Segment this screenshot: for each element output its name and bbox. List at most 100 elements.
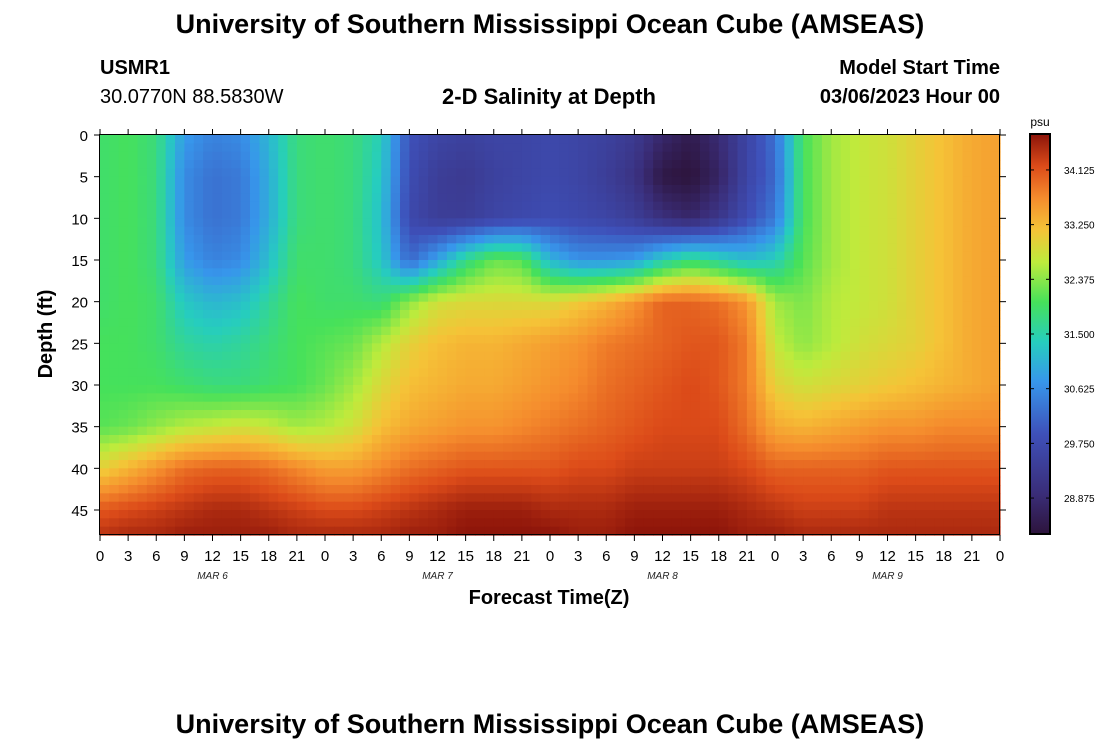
heatmap-cell [371,501,382,511]
heatmap-cell [812,185,823,194]
heatmap-cell [587,326,598,336]
heatmap-cell [428,426,439,436]
heatmap-cell [568,501,579,511]
heatmap-cell [775,418,785,428]
heatmap-cell [296,351,307,361]
heatmap-cell [231,343,242,353]
heatmap-cell [915,451,926,461]
heatmap-cell [475,310,485,319]
heatmap-cell [193,135,204,144]
heatmap-cell [259,168,270,178]
heatmap-cell [775,410,785,419]
heatmap-cell [765,435,776,444]
heatmap-cell [850,151,860,161]
heatmap-cell [906,301,917,311]
heatmap-cell [175,143,185,153]
heatmap-cell [240,310,251,319]
heatmap-cell [203,251,214,261]
heatmap-cell [756,410,767,419]
heatmap-cell [203,501,214,511]
heatmap-cell [971,276,982,286]
heatmap-cell [606,201,617,211]
heatmap-cell [456,293,467,303]
heatmap-cell [962,451,973,461]
heatmap-cell [184,301,195,311]
heatmap-cell [953,143,964,153]
heatmap-cell [128,435,139,444]
heatmap-cell [550,185,560,194]
heatmap-cell [709,251,720,261]
heatmap-cell [146,343,157,353]
heatmap-cell [118,226,129,236]
heatmap-cell [137,268,148,278]
heatmap-cell [840,485,851,494]
heatmap-cell [371,451,382,461]
heatmap-cell [428,135,439,144]
heatmap-cell [156,426,167,436]
heatmap-cell [953,268,964,278]
heatmap-cell [203,451,214,461]
heatmap-cell [531,435,542,444]
heatmap-cell [953,168,964,178]
heatmap-cell [681,393,692,403]
heatmap-cell [390,360,401,369]
heatmap-cell [409,385,420,394]
heatmap-cell [990,210,1001,219]
heatmap-cell [840,310,851,319]
heatmap-cell [493,426,504,436]
heatmap-cell [784,235,795,244]
heatmap-cell [193,418,204,428]
heatmap-cell [475,268,485,278]
heatmap-cell [915,168,926,178]
heatmap-cell [812,326,823,336]
heatmap-cell [381,310,392,319]
heatmap-cell [793,501,804,511]
heatmap-cell [915,476,926,486]
heatmap-cell [212,176,223,186]
heatmap-cell [203,185,214,194]
heatmap-cell [868,160,879,169]
heatmap-cell [831,526,842,536]
heatmap-cell [259,410,270,419]
heatmap-cell [456,251,467,261]
heatmap-cell [493,168,504,178]
heatmap-cell [418,301,429,311]
heatmap-cell [859,468,870,478]
heatmap-cell [418,368,429,378]
heatmap-cell [165,310,176,319]
heatmap-cell [925,501,935,511]
heatmap-cell [728,376,739,386]
heatmap-cell [446,326,457,336]
heatmap-cell [118,468,129,478]
heatmap-cell [325,135,335,144]
heatmap-cell [353,318,364,328]
heatmap-cell [493,376,504,386]
heatmap-cell [925,310,935,319]
heatmap-cell [278,485,289,494]
heatmap-cell [934,160,945,169]
heatmap-cell [662,485,673,494]
x-tick-label: 3 [799,548,807,565]
heatmap-cell [953,285,964,294]
heatmap-cell [587,151,598,161]
heatmap-cell [325,310,335,319]
heatmap-cell [840,285,851,294]
heatmap-cell [240,335,251,344]
heatmap-cell [737,343,748,353]
heatmap-cell [606,310,617,319]
heatmap-cell [118,218,129,228]
heatmap-cell [615,243,626,253]
heatmap-cell [653,335,664,344]
heatmap-cell [240,326,251,336]
heatmap-cell [465,526,476,536]
heatmap-cell [859,235,870,244]
heatmap-cell [596,193,607,203]
heatmap-cell [915,368,926,378]
heatmap-cell [362,335,373,344]
heatmap-cell [671,376,682,386]
heatmap-cell [231,235,242,244]
heatmap-cell [521,160,532,169]
heatmap-cell [587,301,598,311]
heatmap-cell [784,160,795,169]
heatmap-cell [109,293,120,303]
